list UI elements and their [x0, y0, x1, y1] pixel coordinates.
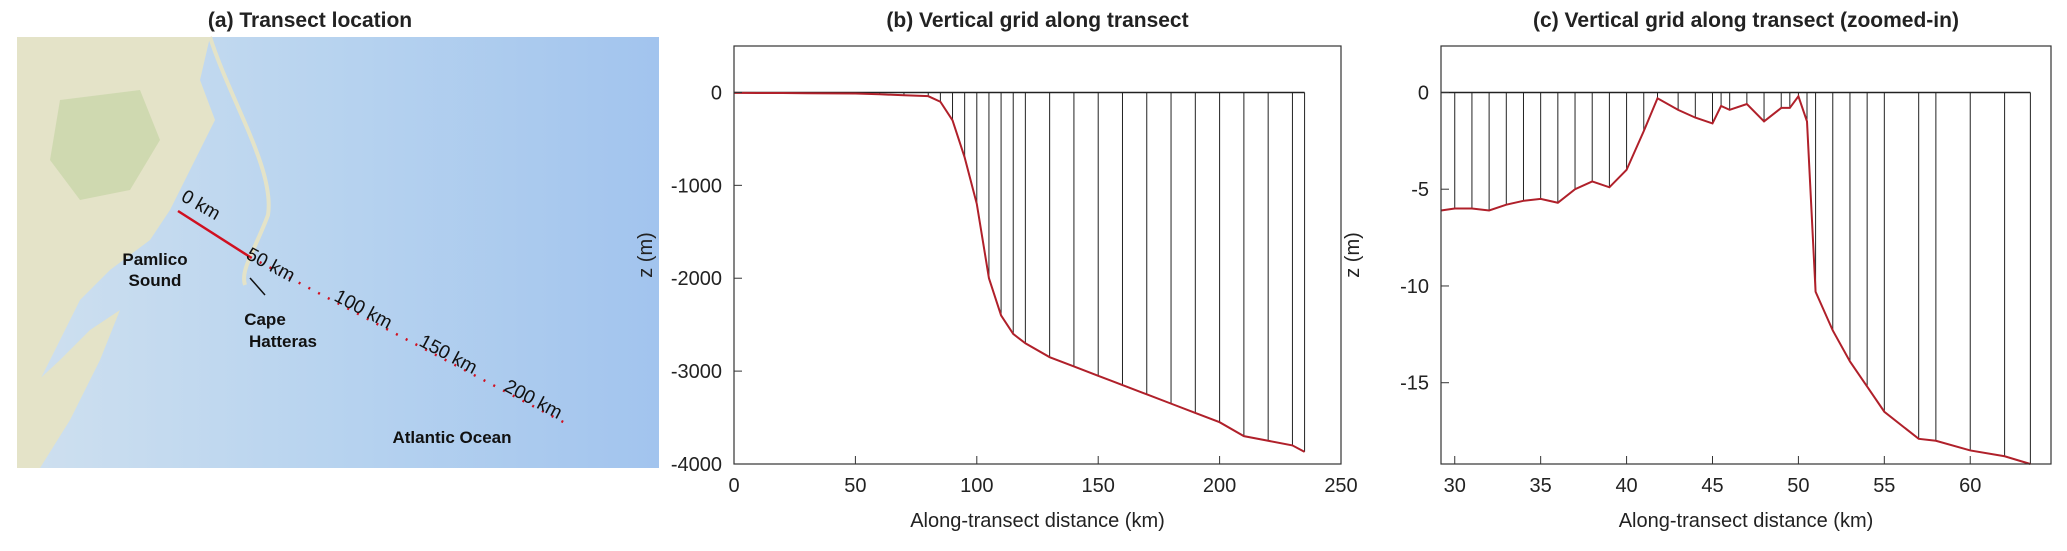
x-axis-label: Along-transect distance (km) [1619, 510, 1874, 532]
grid-mesh [733, 91, 1306, 452]
y-tick-label: 0 [1418, 82, 1429, 104]
y-axis-label: z (m) [1342, 232, 1364, 278]
place-label: Atlantic Ocean [392, 428, 511, 447]
map-title: (a) Transect location [208, 9, 412, 32]
chart-title: (c) Vertical grid along transect (zoomed… [1533, 9, 1959, 32]
transect [177, 209, 251, 259]
y-tick-label: 0 [711, 82, 722, 104]
y-axis-label: z (m) [635, 232, 657, 278]
bathymetry-line [1440, 94, 2031, 465]
place-label: Cape [244, 310, 286, 329]
x-tick-label: 55 [1873, 475, 1895, 497]
x-tick-label: 50 [1787, 475, 1809, 497]
y-tick-label: -1000 [671, 175, 722, 197]
transect [249, 255, 568, 426]
place-label: Pamlico [122, 250, 187, 269]
x-tick-label: 150 [1082, 475, 1115, 497]
x-tick-label: 40 [1615, 475, 1637, 497]
y-tick-label: -15 [1400, 373, 1429, 395]
map-panel: (a) Transect location 0 km 50 km 100 km … [17, 9, 659, 468]
x-axis-label: Along-transect distance (km) [910, 510, 1165, 532]
barrier-island [208, 36, 271, 286]
grid-mesh [1440, 91, 2031, 464]
y-tick-label: -5 [1411, 179, 1429, 201]
x-tick-label: 30 [1444, 475, 1466, 497]
axes-box [1440, 45, 2052, 465]
axes-box [733, 45, 1342, 465]
place-label: Sound [129, 271, 182, 290]
x-tick-label: 45 [1701, 475, 1723, 497]
x-tick-label: 250 [1324, 475, 1357, 497]
x-tick-label: 35 [1530, 475, 1552, 497]
land [17, 310, 120, 468]
y-tick-label: -3000 [671, 361, 722, 383]
x-tick-label: 0 [728, 475, 739, 497]
y-tick-label: -2000 [671, 268, 722, 290]
x-tick-label: 50 [844, 475, 866, 497]
place-label: Hatteras [249, 332, 317, 351]
pointer [249, 277, 266, 296]
x-tick-label: 100 [960, 475, 993, 497]
y-tick-label: -10 [1400, 276, 1429, 298]
land-forest [50, 90, 160, 200]
x-tick-label: 60 [1959, 475, 1981, 497]
chart-title: (b) Vertical grid along transect [886, 9, 1188, 32]
y-tick-label: -4000 [671, 454, 722, 476]
x-tick-label: 200 [1203, 475, 1236, 497]
bathymetry-line [733, 91, 1306, 453]
